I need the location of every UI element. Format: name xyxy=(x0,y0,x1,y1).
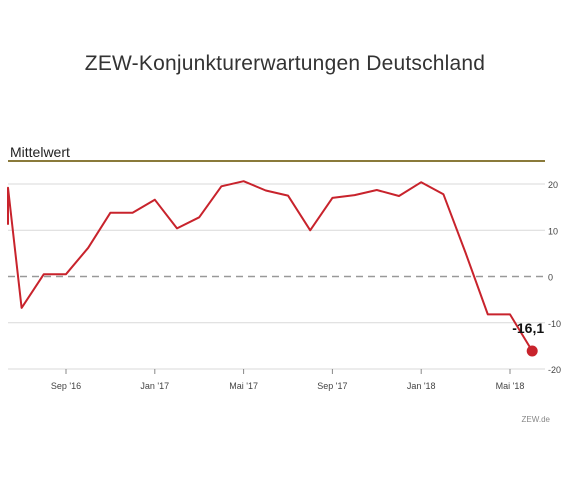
x-tick-label: Sep '17 xyxy=(317,381,347,391)
series-layer: -16,1 xyxy=(7,180,544,357)
x-tick-label: Mai '17 xyxy=(229,381,258,391)
grid-layer xyxy=(8,183,545,370)
x-tick-label: Jan '17 xyxy=(140,381,169,391)
source-label: ZEW.de xyxy=(522,415,551,424)
y-tick-label: 20 xyxy=(548,180,558,190)
x-tick-label: Sep '16 xyxy=(51,381,81,391)
mittelwert-label: Mittelwert xyxy=(10,144,70,160)
y-tick-label: 10 xyxy=(548,226,558,236)
last-value-label: -16,1 xyxy=(512,320,544,336)
axis-layer: 20 10 0 -10 -20 Sep '16 Jan '17 Mai '17 Sep '17 J… xyxy=(51,180,561,391)
last-value-point xyxy=(526,345,538,357)
y-tick-label: -10 xyxy=(548,319,561,329)
x-tick-label: Jan '18 xyxy=(407,381,436,391)
x-tick-label: Mai '18 xyxy=(496,381,525,391)
y-tick-label: -20 xyxy=(548,365,561,375)
y-tick-label: 0 xyxy=(548,273,553,283)
chart-title: ZEW-Konjunkturerwartungen Deutschland xyxy=(84,52,486,75)
series-line xyxy=(7,180,534,352)
